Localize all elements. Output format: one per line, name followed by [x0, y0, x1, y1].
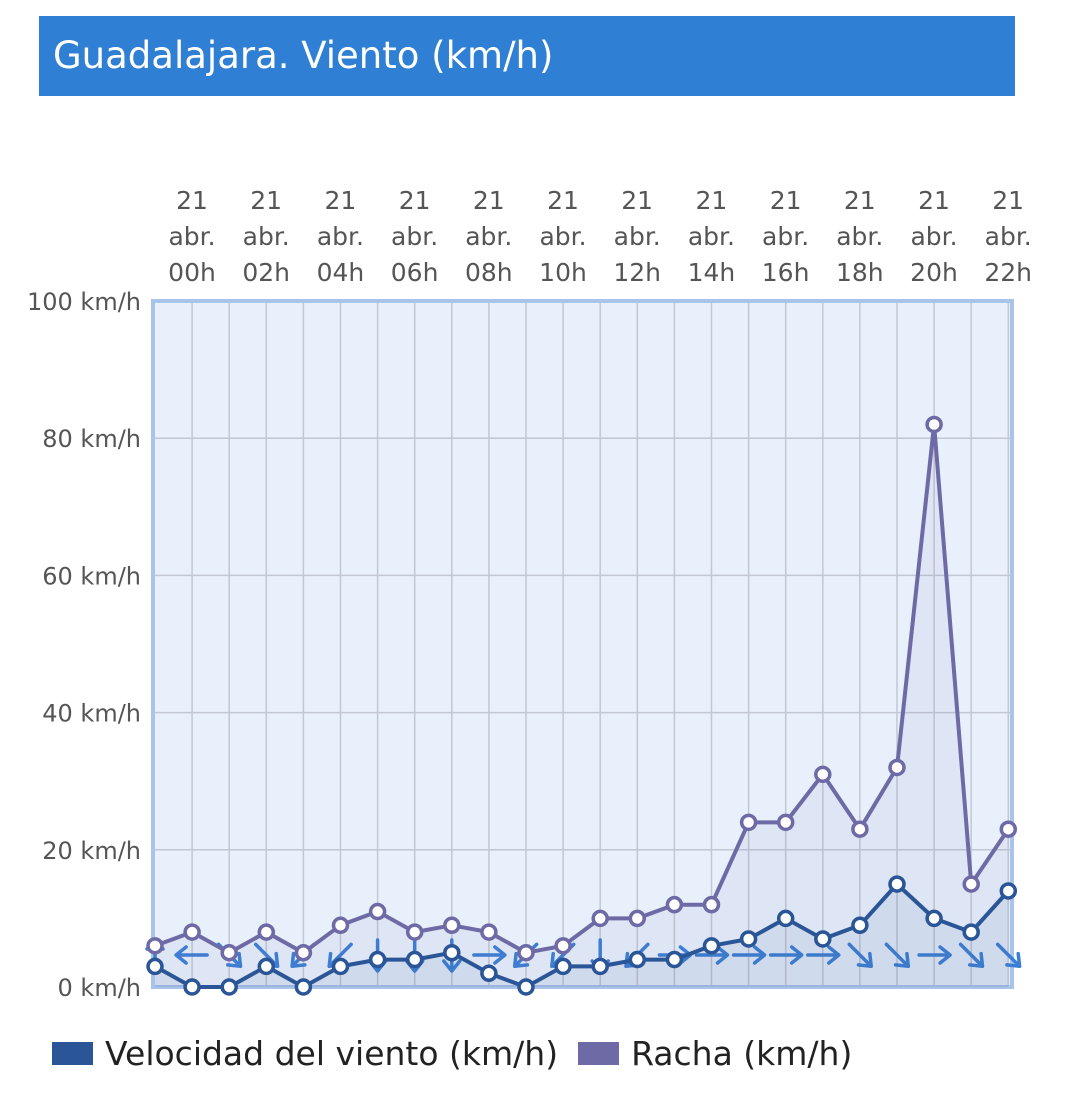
point-racha [776, 813, 795, 832]
point-racha [480, 923, 498, 941]
point-velocidad [331, 957, 350, 976]
point-racha [257, 923, 276, 941]
legend-item-velocidad[interactable]: Velocidad del viento (km/h) [52, 1034, 558, 1073]
series-area-velocidad [155, 884, 1009, 987]
x-tick-label: 21 abr. 04h [317, 186, 365, 287]
wind-direction-arrow [995, 942, 1022, 969]
point-velocidad [628, 950, 647, 969]
point-velocidad [517, 978, 535, 996]
x-tick-label: 21 abr. 22h [984, 186, 1032, 287]
point-velocidad [405, 950, 424, 969]
point-velocidad [220, 978, 238, 996]
x-tick-label: 21 abr. 18h [836, 186, 884, 287]
point-velocidad [443, 943, 461, 962]
plot-background [153, 301, 1012, 987]
point-velocidad [776, 909, 795, 928]
point-racha [146, 937, 164, 955]
y-tick-label: 100 km/h [27, 288, 141, 316]
point-racha [405, 923, 424, 941]
point-velocidad [554, 957, 572, 976]
y-tick-label: 0 km/h [58, 974, 141, 1002]
x-tick-label: 21 abr. 12h [613, 186, 661, 287]
point-velocidad [739, 930, 758, 948]
point-velocidad [888, 875, 906, 893]
point-velocidad [814, 930, 832, 948]
y-tick-label: 80 km/h [42, 425, 141, 453]
point-velocidad [257, 957, 276, 976]
point-racha [814, 765, 832, 784]
point-velocidad [183, 978, 201, 996]
point-velocidad [480, 964, 498, 983]
plot-border [151, 299, 1014, 989]
x-tick-label: 21 abr. 06h [391, 186, 439, 287]
legend-swatch-racha [578, 1042, 620, 1065]
chart-title: Guadalajara. Viento (km/h) [53, 34, 554, 77]
legend-label-velocidad: Velocidad del viento (km/h) [105, 1034, 559, 1073]
wind-direction-arrow [958, 942, 985, 969]
point-velocidad [851, 916, 869, 935]
x-tick-label: 21 abr. 02h [242, 186, 290, 287]
wind-direction-arrow [731, 945, 767, 965]
point-racha [368, 902, 387, 921]
point-velocidad [962, 923, 980, 941]
point-racha [888, 758, 906, 777]
point-velocidad [999, 882, 1018, 900]
x-tick-label: 21 abr. 20h [910, 186, 958, 287]
legend-label-racha: Racha (km/h) [631, 1034, 853, 1073]
y-tick-label: 20 km/h [42, 837, 141, 865]
point-racha [962, 875, 980, 893]
point-racha [554, 937, 572, 955]
point-racha [591, 909, 609, 928]
point-velocidad [591, 957, 609, 976]
y-tick-label: 40 km/h [42, 700, 141, 728]
legend-swatch-velocidad [52, 1042, 93, 1065]
point-racha [443, 916, 461, 935]
x-tick-label: 21 abr. 08h [465, 186, 513, 287]
point-velocidad [368, 950, 387, 969]
point-velocidad [294, 978, 313, 996]
point-racha [665, 895, 684, 914]
point-velocidad [665, 950, 684, 969]
point-racha [999, 820, 1018, 838]
point-velocidad [146, 957, 164, 976]
wind-direction-arrow [694, 945, 730, 965]
legend-item-racha[interactable]: Racha (km/h) [578, 1034, 852, 1073]
point-racha [183, 923, 201, 941]
point-velocidad [925, 909, 943, 928]
point-velocidad [702, 937, 721, 955]
x-tick-label: 21 abr. 14h [688, 186, 736, 287]
wind-direction-arrow [472, 945, 507, 965]
point-racha [294, 943, 313, 962]
wind-direction-arrow [174, 945, 209, 965]
point-racha [628, 909, 647, 928]
wind-direction-arrow [917, 945, 952, 965]
y-tick-label: 60 km/h [42, 562, 141, 590]
point-racha [517, 943, 535, 962]
wind-direction-arrow [847, 942, 873, 969]
point-racha [739, 813, 758, 832]
point-racha [851, 820, 869, 838]
x-tick-label: 21 abr. 10h [539, 186, 587, 287]
x-tick-label: 21 abr. 16h [762, 186, 810, 287]
wind-direction-arrow [806, 945, 841, 965]
x-tick-label: 21 abr. 00h [168, 186, 216, 287]
point-racha [702, 895, 721, 914]
wind-direction-arrow [884, 942, 911, 969]
chart-header: Guadalajara. Viento (km/h) [39, 16, 1015, 96]
wind-direction-arrow [768, 945, 804, 965]
legend: Velocidad del viento (km/h) Racha (km/h) [52, 1034, 872, 1073]
point-racha [925, 415, 943, 434]
point-racha [331, 916, 350, 935]
series-area-racha [155, 424, 1009, 987]
point-racha [220, 943, 238, 962]
